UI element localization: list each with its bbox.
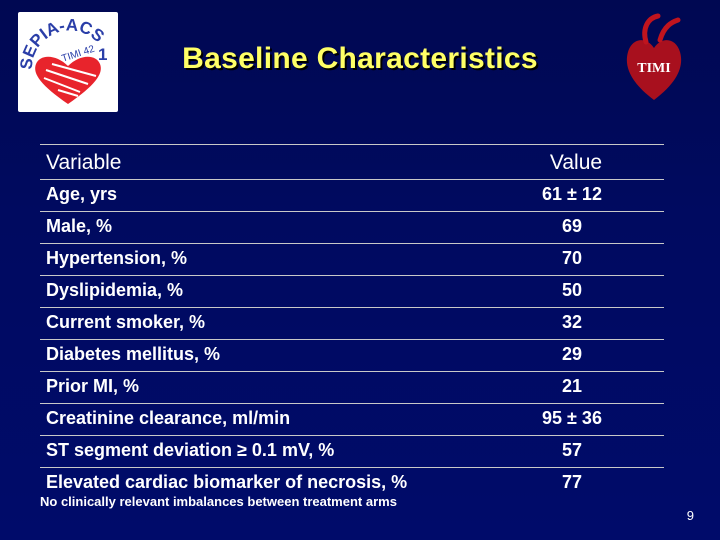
divider xyxy=(40,339,664,340)
table-header: Variable Value xyxy=(40,145,664,179)
table-row: Dyslipidemia, % 50 xyxy=(40,276,664,307)
table-row: Creatinine clearance, ml/min 95 ± 36 xyxy=(40,404,664,435)
divider xyxy=(40,243,664,244)
heart-logo-icon: SEPIA-ACS 1 TIMI 42 xyxy=(17,15,108,104)
divider xyxy=(40,179,664,180)
divider xyxy=(40,371,664,372)
page-number: 9 xyxy=(686,508,694,523)
row-variable: Creatinine clearance, ml/min xyxy=(46,408,291,428)
timi-heart-icon: TIMI xyxy=(626,13,682,100)
baseline-table: Variable Value Age, yrs 61 ± 12 Male, % … xyxy=(40,144,664,499)
timi-logo-text: TIMI xyxy=(637,61,670,76)
divider xyxy=(40,467,664,468)
footnote: No clinically relevant imbalances betwee… xyxy=(40,494,397,509)
row-variable: ST segment deviation ≥ 0.1 mV, % xyxy=(46,440,335,460)
row-variable: Male, % xyxy=(46,216,113,236)
table-row: Hypertension, % 70 xyxy=(40,244,664,275)
row-value: 69 xyxy=(561,216,583,236)
divider xyxy=(40,435,664,436)
divider xyxy=(40,275,664,276)
row-variable: Age, yrs xyxy=(46,184,118,204)
divider xyxy=(40,403,664,404)
row-variable: Dyslipidemia, % xyxy=(46,280,184,300)
row-value: 21 xyxy=(561,376,583,396)
table-row: Diabetes mellitus, % 29 xyxy=(40,340,664,371)
row-value: 77 xyxy=(561,472,583,492)
row-variable: Current smoker, % xyxy=(46,312,206,332)
table-row: ST segment deviation ≥ 0.1 mV, % 57 xyxy=(40,436,664,467)
divider xyxy=(40,307,664,308)
row-value: 32 xyxy=(561,312,583,332)
column-header-variable: Variable xyxy=(46,151,122,174)
row-value: 29 xyxy=(561,344,583,364)
row-variable: Elevated cardiac biomarker of necrosis, … xyxy=(46,472,408,492)
row-value: 70 xyxy=(561,248,583,268)
row-variable: Prior MI, % xyxy=(46,376,140,396)
row-value: 95 ± 36 xyxy=(542,408,602,428)
row-variable: Diabetes mellitus, % xyxy=(46,344,221,364)
timi-logo: TIMI xyxy=(620,12,688,104)
table-row: Current smoker, % 32 xyxy=(40,308,664,339)
table-row: Age, yrs 61 ± 12 xyxy=(40,180,664,211)
column-header-value: Value xyxy=(549,151,603,174)
table-row: Elevated cardiac biomarker of necrosis, … xyxy=(40,468,664,499)
row-value: 61 ± 12 xyxy=(542,184,602,204)
row-variable: Hypertension, % xyxy=(46,248,188,268)
row-value: 57 xyxy=(561,440,583,460)
sepia-acs-logo: SEPIA-ACS 1 TIMI 42 xyxy=(17,12,118,112)
table-row: Prior MI, % 21 xyxy=(40,372,664,403)
row-value: 50 xyxy=(561,280,583,300)
divider xyxy=(40,144,664,145)
divider xyxy=(40,211,664,212)
table-row: Male, % 69 xyxy=(40,212,664,243)
slide-title: Baseline Characteristics xyxy=(182,42,538,75)
logo-number: 1 xyxy=(98,45,107,64)
